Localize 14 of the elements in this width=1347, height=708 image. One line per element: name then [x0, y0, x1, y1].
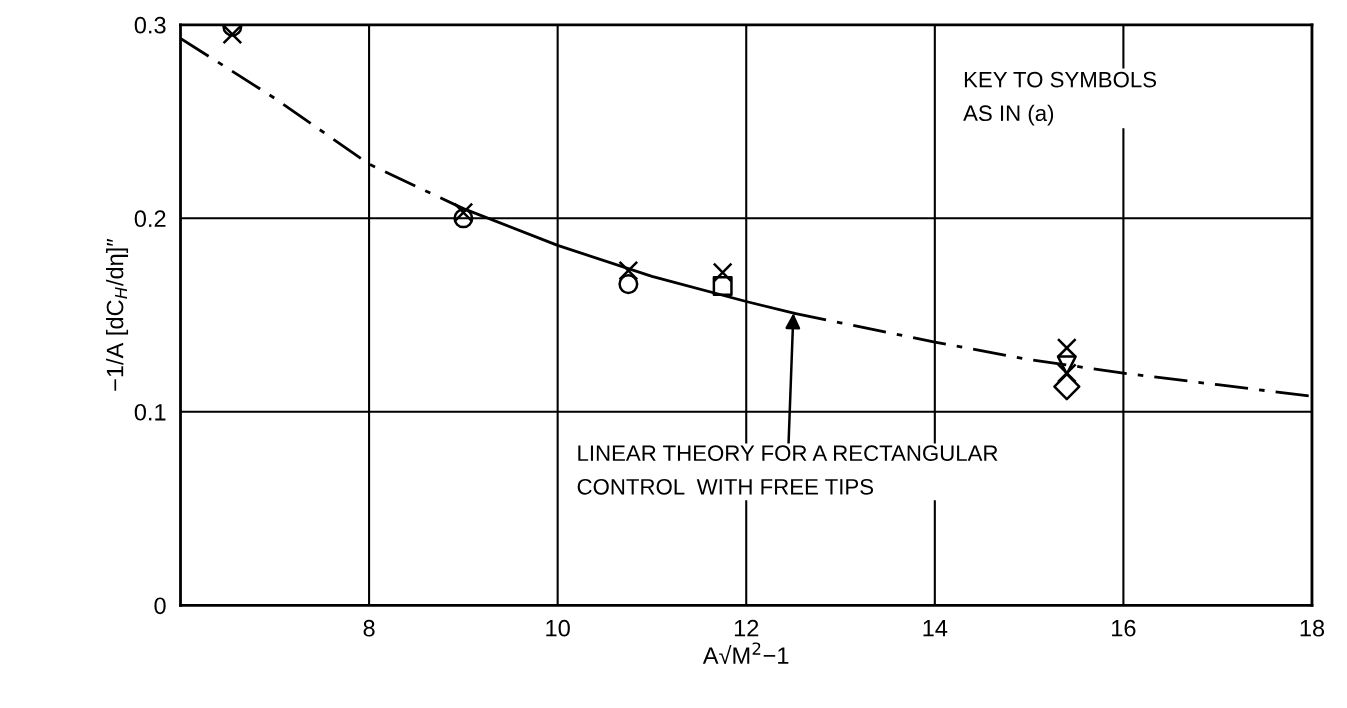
annotation: LINEAR THEORY FOR A RECTANGULAR CONTROL WITH FREE TIPS — [577, 445, 998, 495]
x-axis-title: A√M$^{2}$−1 — [702, 642, 789, 664]
x-tick-label: 16 — [1112, 619, 1136, 637]
y-tick-label: 0.3 — [134, 16, 166, 34]
x-tick-label: 14 — [923, 620, 948, 637]
x-tick-label: 12 — [734, 619, 759, 637]
y-tick-label: 0.2 — [134, 210, 166, 228]
y-tick-label: 0 — [154, 597, 166, 615]
x-tick-label: 10 — [546, 619, 570, 637]
x-tick-label: 18 — [1300, 619, 1325, 637]
annotation: KEY TO SYMBOLS AS IN (a) — [963, 71, 1157, 126]
y-axis-title: −1/A [dC$_{H}$/dη]″ — [106, 238, 129, 391]
x-tick-label: 8 — [363, 619, 375, 637]
y-tick-label: 0.1 — [134, 403, 166, 421]
